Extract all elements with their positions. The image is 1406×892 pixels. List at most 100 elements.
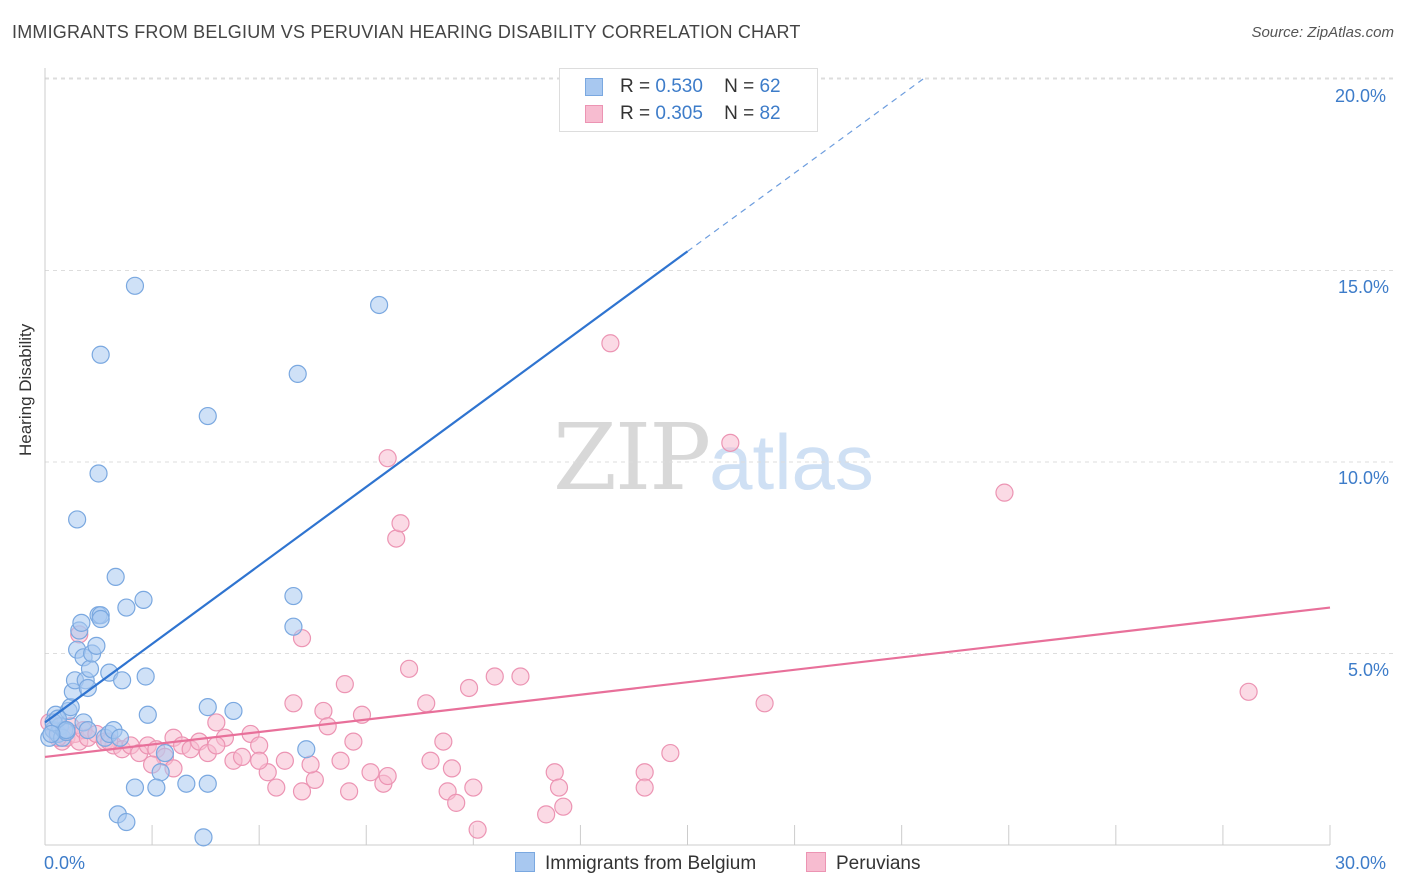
peruvian-trend-line <box>44 606 1331 759</box>
bottom-legend-peruvians: Peruvians <box>806 852 921 875</box>
belgium-point <box>147 778 166 797</box>
belgium-point <box>177 774 196 793</box>
peruvian-point <box>318 717 337 736</box>
belgium-point <box>125 778 145 797</box>
peruvian-point <box>267 778 286 797</box>
x-tick-label-max: 30.0% <box>1335 853 1387 873</box>
belgium-point <box>72 613 91 632</box>
x-tick-label-min: 0.0% <box>44 853 86 873</box>
belgium-point <box>42 724 61 744</box>
belgium-point <box>155 743 175 763</box>
peruvian-point <box>399 659 419 678</box>
bottom-swatch-belgium <box>515 852 535 872</box>
peruvian-point <box>459 678 479 698</box>
peruvian-point <box>554 797 573 816</box>
bottom-legend-peruvians-label: Peruvians <box>836 853 921 874</box>
belgium-point <box>136 667 155 686</box>
belgium-point <box>117 812 136 832</box>
peruvian-point <box>331 751 350 770</box>
peruvian-point <box>447 793 466 812</box>
belgium-point <box>194 828 213 847</box>
belgium-point <box>106 567 125 587</box>
belgium-point <box>138 705 157 724</box>
peruvian-point <box>250 736 269 755</box>
peruvian-point <box>442 759 462 778</box>
peruvian-point <box>995 483 1014 502</box>
peruvian-point <box>275 751 294 770</box>
peruvian-point <box>305 770 324 789</box>
peruvian-point <box>378 766 397 786</box>
belgium-point <box>91 609 110 629</box>
peruvian-point <box>232 747 252 767</box>
belgium-point <box>198 774 217 793</box>
peruvian-point <box>361 763 380 782</box>
belgium-point <box>57 720 76 740</box>
peruvian-point <box>511 667 530 686</box>
peruvian-point <box>485 667 504 686</box>
belgium-point <box>151 763 170 782</box>
peruvian-point <box>661 743 680 763</box>
belgium-point <box>134 590 153 609</box>
belgium-trend-line <box>44 250 689 724</box>
belgium-point <box>112 671 132 690</box>
legend: R = 0.530 N = 62 R = 0.305 N = 82 <box>559 68 818 132</box>
peruvian-point <box>292 782 312 801</box>
peruvian-point <box>340 782 359 801</box>
belgium-point <box>117 598 136 617</box>
peruvian-point <box>537 805 556 824</box>
belgium-point <box>224 701 243 721</box>
belgium-point <box>370 295 389 315</box>
peruvian-point <box>207 736 226 755</box>
belgium-point <box>87 636 106 655</box>
belgium-point <box>288 364 307 384</box>
y-axis-label: Hearing Disability <box>16 323 35 456</box>
belgium-point <box>284 617 303 636</box>
peruvian-point <box>314 701 333 721</box>
belgium-point <box>68 510 87 529</box>
peruvian-point <box>1239 682 1258 701</box>
belgium-point <box>78 678 97 698</box>
chart-title: IMMIGRANTS FROM BELGIUM VS PERUVIAN HEAR… <box>12 22 801 42</box>
peruvian-point <box>378 449 397 468</box>
y-tick-label-20: 20.0% <box>1335 86 1387 106</box>
peruvian-point <box>301 755 320 774</box>
belgium-trend-extension <box>687 78 924 252</box>
peruvian-point <box>284 694 303 713</box>
peruvian-point <box>417 694 436 713</box>
belgium-point <box>89 464 108 483</box>
bottom-legend-belgium: Immigrants from Belgium <box>515 852 756 875</box>
peruvian-point <box>635 778 654 797</box>
peruvian-point <box>207 713 226 732</box>
legend-swatch-peruvians <box>585 105 603 123</box>
y-tick-label-10: 10.0% <box>1338 468 1390 488</box>
bottom-swatch-peruvians <box>806 852 826 872</box>
peruvian-point <box>721 433 740 452</box>
peruvian-point <box>468 820 487 839</box>
belgium-point <box>78 720 97 740</box>
peruvian-point <box>344 732 363 751</box>
belgium-point <box>125 276 145 295</box>
watermark-zip: ZIP <box>553 404 711 511</box>
peruvian-point <box>391 514 410 533</box>
peruvian-point <box>335 675 354 694</box>
y-tick-label-5: 5.0% <box>1348 660 1390 680</box>
belgium-point <box>198 406 217 426</box>
peruvian-point <box>250 751 269 770</box>
legend-r-value: 0.305 <box>655 103 703 124</box>
legend-r-value: 0.530 <box>655 76 703 97</box>
peruvian-point <box>464 778 483 797</box>
peruvian-point <box>549 778 569 797</box>
peruvian-point <box>635 763 654 782</box>
belgium-point <box>91 345 110 364</box>
legend-r-label: R = <box>620 103 651 124</box>
belgium-point <box>297 740 316 759</box>
legend-r-label: R = <box>620 76 651 97</box>
peruvian-point <box>421 751 440 770</box>
peruvian-point <box>545 763 564 782</box>
legend-swatch-belgium <box>585 78 603 96</box>
legend-n-label: N = <box>724 103 755 124</box>
belgium-point <box>110 728 130 747</box>
peruvian-point <box>601 334 620 353</box>
peruvian-point <box>434 732 453 751</box>
legend-n-label: N = <box>724 76 755 97</box>
